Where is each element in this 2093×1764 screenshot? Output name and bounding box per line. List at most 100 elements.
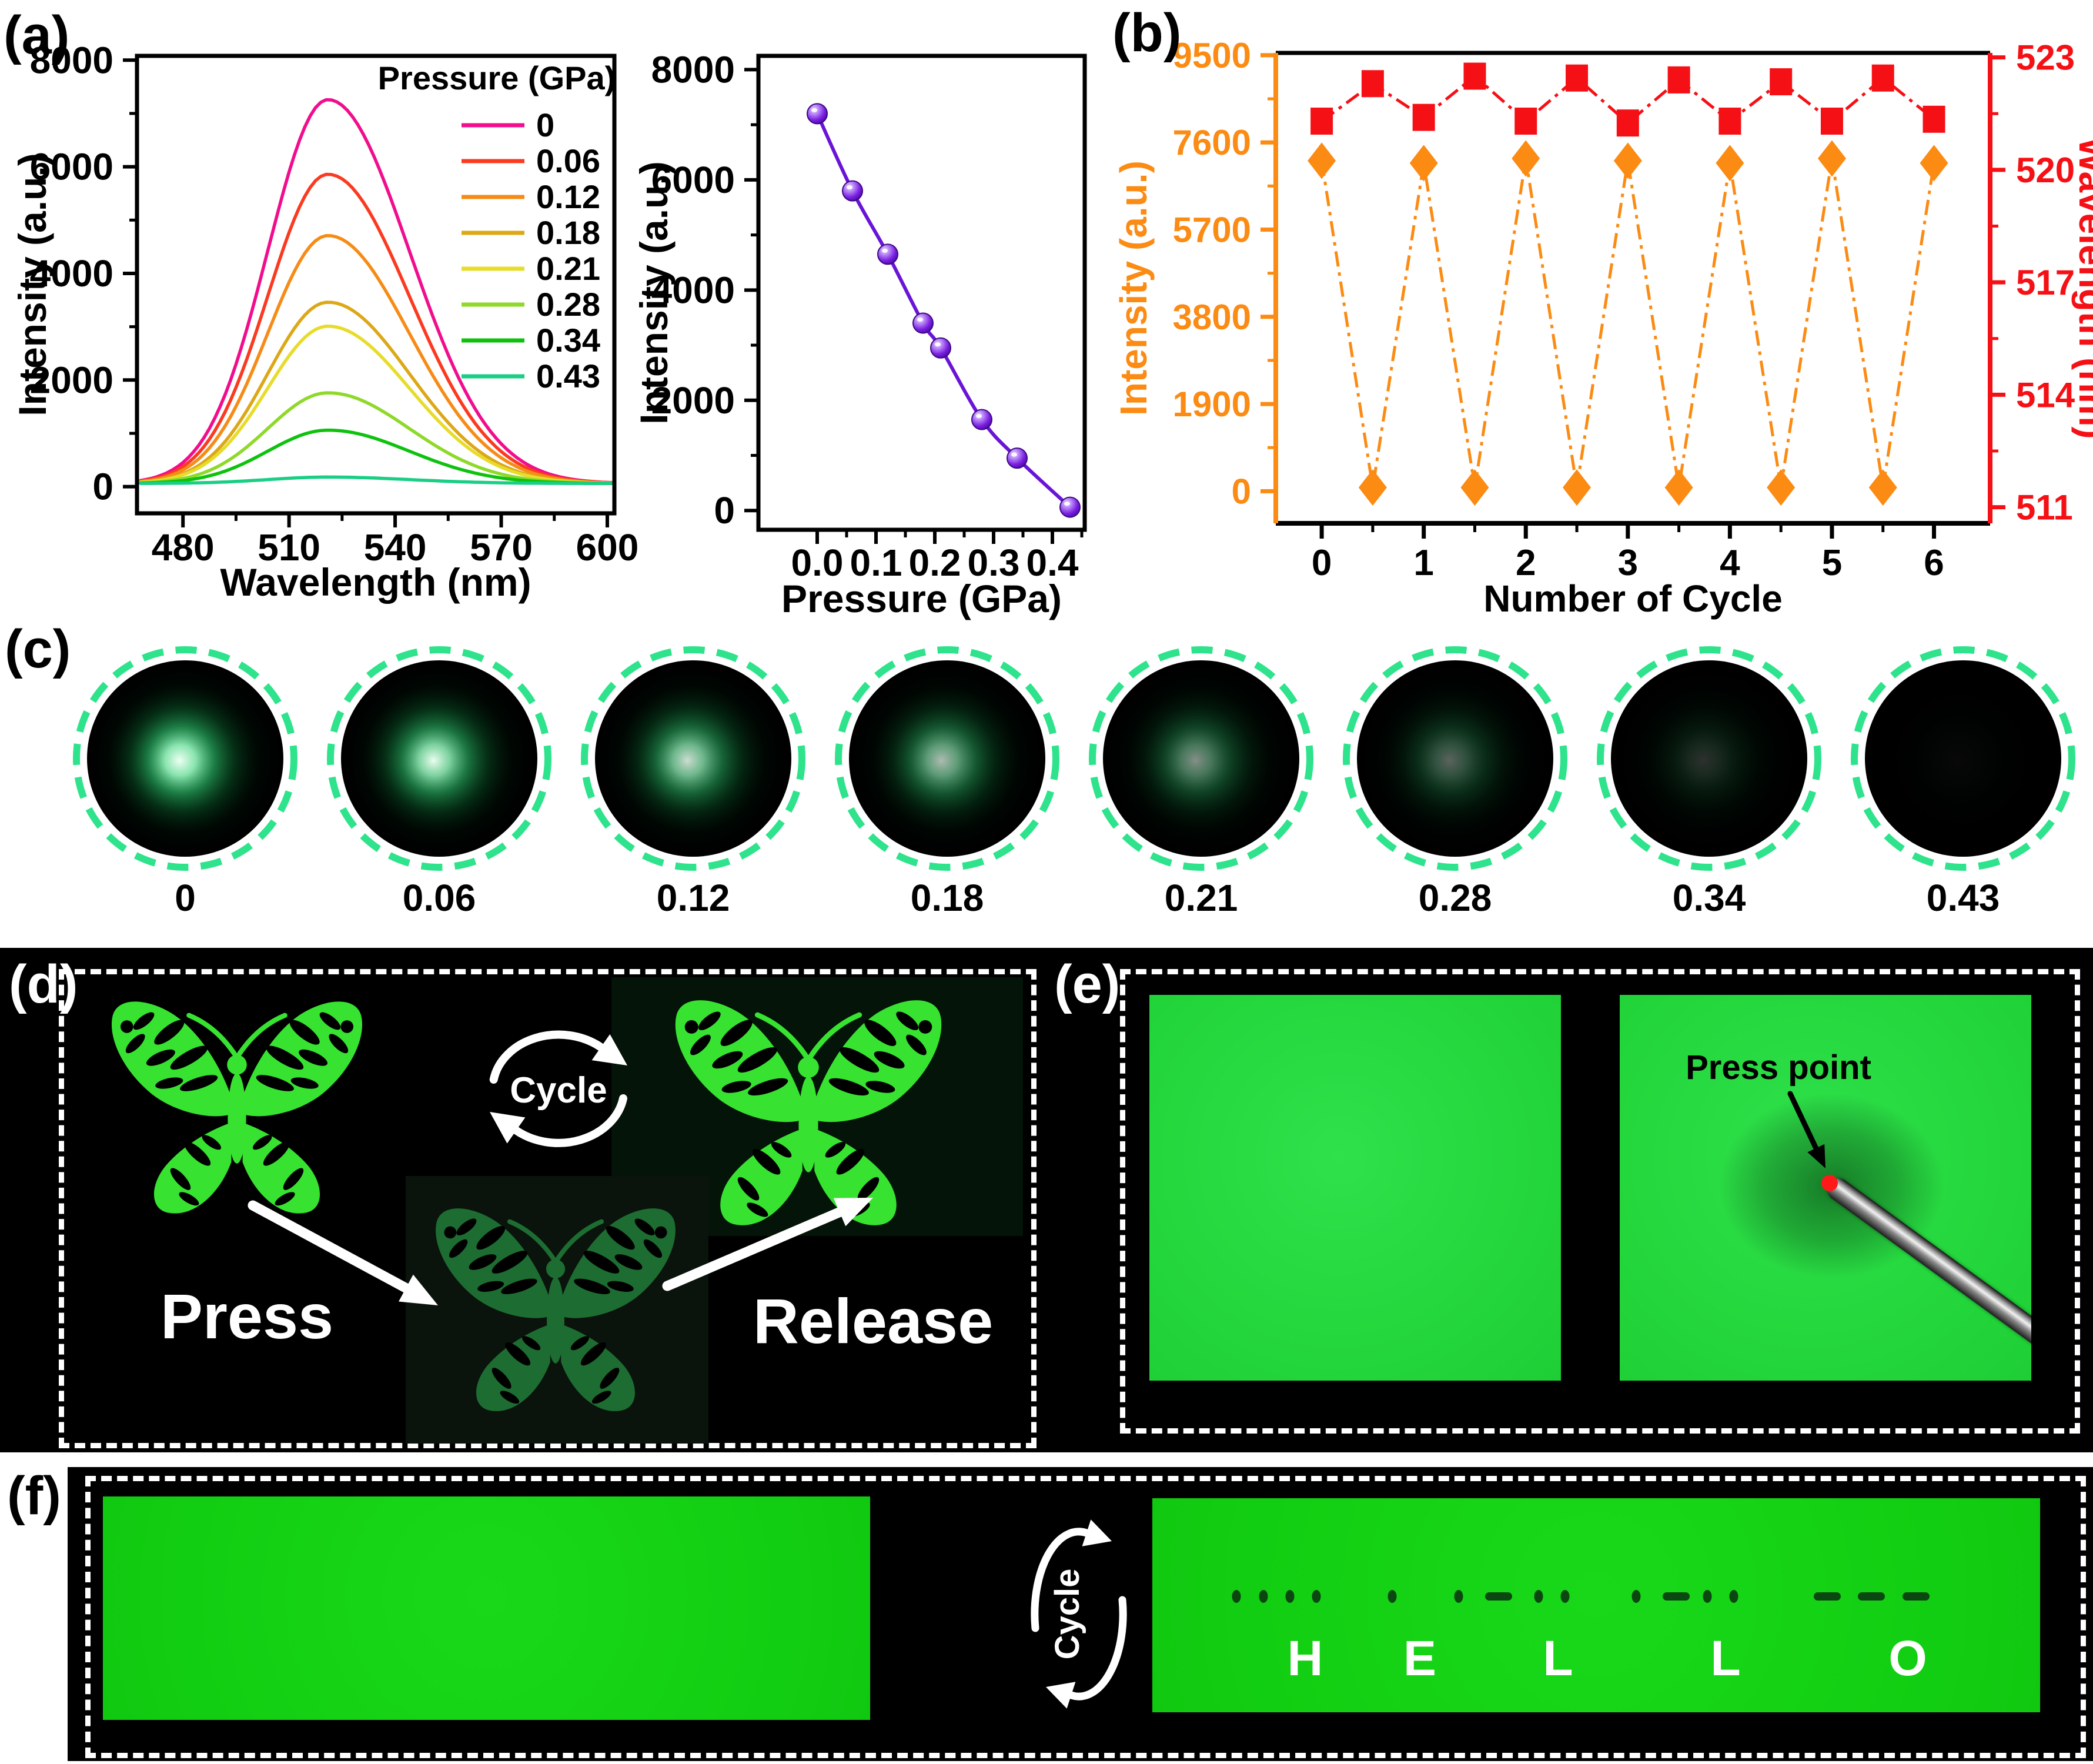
wavelength-marker (1616, 109, 1639, 137)
green-film-before (1149, 995, 1561, 1381)
morse-dot (1631, 1590, 1641, 1603)
chart-shape (811, 108, 817, 112)
right-tick-label: 514 (2016, 375, 2075, 415)
cycle-arrowhead (490, 1112, 526, 1144)
morse-dot (1387, 1590, 1397, 1603)
y-tick-label: 4000 (30, 252, 113, 295)
left-tick-label: 7600 (1173, 123, 1251, 162)
x-tick-label: 3 (1618, 543, 1638, 583)
press-point-arrow (1787, 1091, 1819, 1151)
x-axis-title: Pressure (GPa) (781, 577, 1062, 620)
chart-shape (917, 318, 923, 322)
chart-shape (882, 248, 888, 253)
hello-letter: O (1888, 1631, 1927, 1686)
x-tick-label: 600 (576, 526, 639, 569)
y-axis-title: Intensity (a.u.) (632, 161, 676, 424)
luminescence-photo-0.06 (327, 646, 551, 871)
right-tick-label: 520 (2016, 151, 2075, 190)
cycle-arc-top (489, 1030, 605, 1084)
legend-entry-label: 0.12 (536, 178, 600, 215)
legend-entry-label: 0.34 (536, 322, 600, 359)
morse-dot (1312, 1590, 1321, 1603)
left-tick-label: 5700 (1173, 210, 1251, 249)
glow-overlay (87, 660, 283, 857)
glow-overlay (341, 660, 537, 857)
pressure-value-label: 0.34 (1672, 877, 1746, 919)
plot-frame (756, 54, 1087, 532)
data-point-sphere (971, 409, 992, 430)
x-tick-label: 6 (1924, 543, 1944, 583)
y-tick-label: 6000 (30, 146, 113, 188)
right-tick-label: 511 (2016, 488, 2073, 527)
luminescence-photo-0.28 (1343, 646, 1567, 871)
hello-letter: E (1403, 1631, 1437, 1686)
press-arrow-head (399, 1274, 438, 1305)
cycle-arrowhead (1046, 1682, 1076, 1709)
wavelength-marker (1412, 103, 1435, 131)
glow-overlay (849, 660, 1045, 857)
press-point-arrow (1787, 1091, 1825, 1168)
wavelength-marker (1718, 108, 1741, 135)
left-tick-label: 1900 (1173, 385, 1251, 424)
press-label: Press (160, 1281, 334, 1352)
pressure-value-label: 0.43 (1926, 877, 2000, 919)
intensity-marker (1460, 469, 1489, 506)
wavelength-marker (1514, 108, 1537, 135)
glow-overlay (595, 660, 791, 857)
glow-overlay (1865, 660, 2061, 857)
press-point-dot (1821, 1175, 1838, 1191)
wavelength-marker (1310, 108, 1333, 135)
morse-dot (1454, 1590, 1463, 1603)
x-tick-label: 0.2 (909, 542, 961, 584)
wavelength-marker (1923, 105, 1945, 133)
x-tick-label: 570 (470, 526, 533, 569)
green-film-pressed: Press point (1620, 995, 2031, 1381)
cycle-label: Cycle (1048, 1569, 1086, 1660)
cycle-label: Cycle (510, 1070, 607, 1111)
left-tick-label: 3800 (1173, 298, 1251, 337)
panel-de-strip: (d) (e) Cycle Press Release Press point (0, 948, 2093, 1452)
morse-dash (1485, 1592, 1512, 1601)
y-tick-label: 8000 (651, 48, 735, 91)
glow-overlay (1611, 660, 1807, 857)
spectrum-curve-0.21 (139, 325, 614, 485)
press-arrow (248, 1200, 411, 1294)
chart-shape (847, 185, 852, 190)
cycle-arc-left (1031, 1528, 1091, 1632)
chart-shape (1011, 452, 1017, 457)
panel-e-label: (e) (1054, 954, 1121, 1014)
x-tick-label: 2 (1516, 543, 1536, 583)
chart-shape (935, 342, 941, 347)
data-point-sphere (842, 180, 863, 202)
morse-dot (1534, 1590, 1543, 1603)
pressure-value-label: 0.18 (910, 877, 984, 919)
left-tick-label: 9500 (1173, 36, 1251, 75)
y-tick-label: 6000 (651, 159, 735, 201)
intensity-marker (1868, 469, 1897, 506)
wavelength-marker (1361, 70, 1384, 98)
pressure-value-label: 0 (175, 877, 196, 919)
luminescence-photo-0.34 (1597, 646, 1821, 871)
morse-dot (1232, 1590, 1241, 1603)
pressure-value-label: 0.12 (656, 877, 730, 919)
wavelength-marker (1566, 64, 1589, 92)
release-label: Release (753, 1285, 994, 1357)
intensity-marker (1358, 469, 1387, 506)
legend-title: Pressure (GPa) (378, 59, 616, 96)
luminescence-photo-0.12 (581, 646, 805, 871)
intensity-marker (1767, 469, 1796, 506)
morse-dot (1285, 1590, 1295, 1603)
panel-c-label: (c) (5, 619, 71, 679)
luminescence-photo-0.21 (1089, 646, 1313, 871)
intensity-marker (1308, 142, 1336, 179)
glow-overlay (1103, 660, 1299, 857)
release-arrow-head (833, 1198, 873, 1227)
x-axis-title: Number of Cycle (1483, 577, 1783, 620)
x-tick-label: 0.3 (968, 542, 1020, 584)
x-axis-title: Wavelength (nm) (220, 560, 531, 604)
spectrum-curve-0.43 (139, 475, 614, 485)
spectrum-curve-0.34 (139, 428, 614, 485)
hello-letter: L (1710, 1631, 1741, 1686)
wavelength-marker (1770, 68, 1793, 96)
legend-entry-label: 0.43 (536, 358, 600, 395)
